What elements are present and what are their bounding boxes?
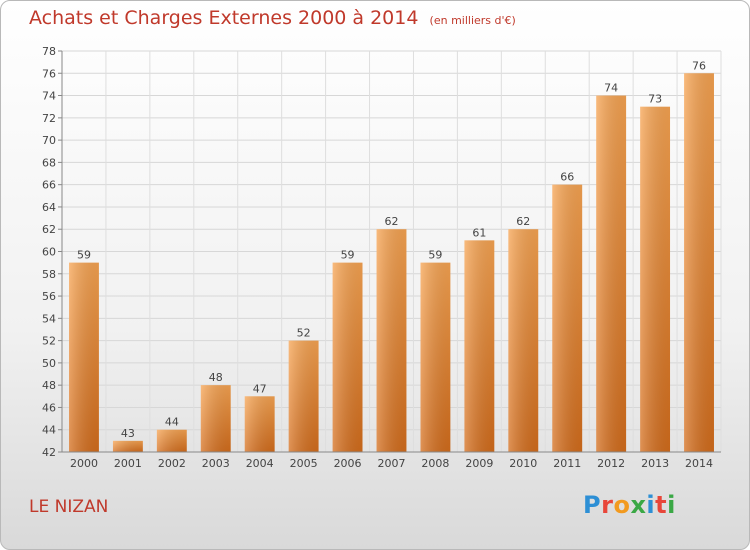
data-label: 59 [341, 249, 355, 262]
ytick-label: 44 [42, 424, 56, 437]
xtick-label: 2010 [509, 457, 537, 470]
bar-shade [288, 340, 319, 452]
xtick-label: 2002 [158, 457, 186, 470]
data-label: 74 [604, 82, 618, 95]
ytick-label: 66 [42, 179, 56, 192]
logo-letter: P [583, 491, 602, 519]
xtick-label: 2009 [465, 457, 493, 470]
xtick-label: 2012 [597, 457, 625, 470]
data-label: 66 [560, 171, 574, 184]
ytick-label: 58 [42, 268, 56, 281]
data-label: 59 [428, 249, 442, 262]
xtick-label: 2013 [641, 457, 669, 470]
bar-shade [244, 396, 275, 452]
xtick-label: 2003 [202, 457, 230, 470]
bar-shade [684, 73, 714, 453]
chart-title: Achats et Charges Externes 2000 à 2014 [29, 7, 419, 29]
bar-shade [420, 262, 451, 452]
data-label: 61 [472, 226, 486, 239]
bar-shade [69, 262, 99, 452]
ytick-label: 50 [42, 357, 56, 370]
bar-shade [156, 429, 187, 452]
data-label: 48 [209, 371, 223, 384]
ytick-label: 76 [42, 67, 56, 80]
ytick-label: 68 [42, 156, 56, 169]
logo-letter: x [630, 491, 647, 519]
bar-shade [376, 229, 407, 452]
data-label: 76 [692, 59, 706, 72]
logo-letter: o [613, 491, 631, 519]
xtick-label: 2000 [70, 457, 98, 470]
xtick-label: 2006 [334, 457, 362, 470]
data-label: 44 [165, 416, 179, 429]
ytick-label: 42 [42, 446, 56, 459]
ytick-label: 52 [42, 335, 56, 348]
bar-shade [640, 106, 671, 452]
data-label: 52 [297, 327, 311, 340]
data-label: 73 [648, 93, 662, 106]
logo-letter: t [655, 491, 668, 519]
ytick-label: 64 [42, 201, 56, 214]
xtick-label: 2014 [685, 457, 713, 470]
bar-shade [200, 385, 231, 452]
ytick-label: 54 [42, 312, 56, 325]
xtick-label: 2001 [114, 457, 142, 470]
data-label: 62 [516, 215, 530, 228]
logo-letter: i [646, 491, 656, 519]
bar-shade [332, 262, 363, 452]
ytick-label: 74 [42, 90, 56, 103]
ytick-label: 72 [42, 112, 56, 125]
bar-shade [596, 95, 627, 453]
ytick-label: 56 [42, 290, 56, 303]
ytick-label: 62 [42, 223, 56, 236]
bar-shade [552, 184, 583, 452]
chart-subtitle: (en milliers d'€) [429, 14, 516, 27]
bar-shade [112, 440, 143, 452]
ytick-label: 70 [42, 134, 56, 147]
ytick-label: 46 [42, 401, 56, 414]
proxiti-logo[interactable]: Proxiti [583, 491, 676, 519]
ytick-label: 48 [42, 379, 56, 392]
xtick-label: 2007 [378, 457, 406, 470]
title-row: Achats et Charges Externes 2000 à 2014 (… [29, 7, 516, 29]
bars: 59 43 44 48 47 52 59 62 59 61 62 66 74 73 76 [69, 59, 714, 453]
data-label: 43 [121, 427, 135, 440]
xtick-label: 2011 [553, 457, 581, 470]
xtick-label: 2004 [246, 457, 274, 470]
xtick-label: 2008 [421, 457, 449, 470]
logo-letter: i [667, 491, 676, 519]
bar-shade [464, 240, 495, 452]
xtick-label: 2005 [290, 457, 318, 470]
logo-letter: r [601, 491, 614, 519]
data-label: 59 [77, 249, 91, 262]
city-name: LE NIZAN [29, 497, 109, 517]
data-label: 62 [385, 215, 399, 228]
ytick-label: 78 [42, 45, 56, 58]
axes: 42 44 46 48 50 52 54 56 58 60 62 64 66 68 70 72 74 76 78 20… [42, 45, 721, 470]
data-label: 47 [253, 382, 267, 395]
bar-shade [508, 229, 539, 452]
ytick-label: 60 [42, 246, 56, 259]
